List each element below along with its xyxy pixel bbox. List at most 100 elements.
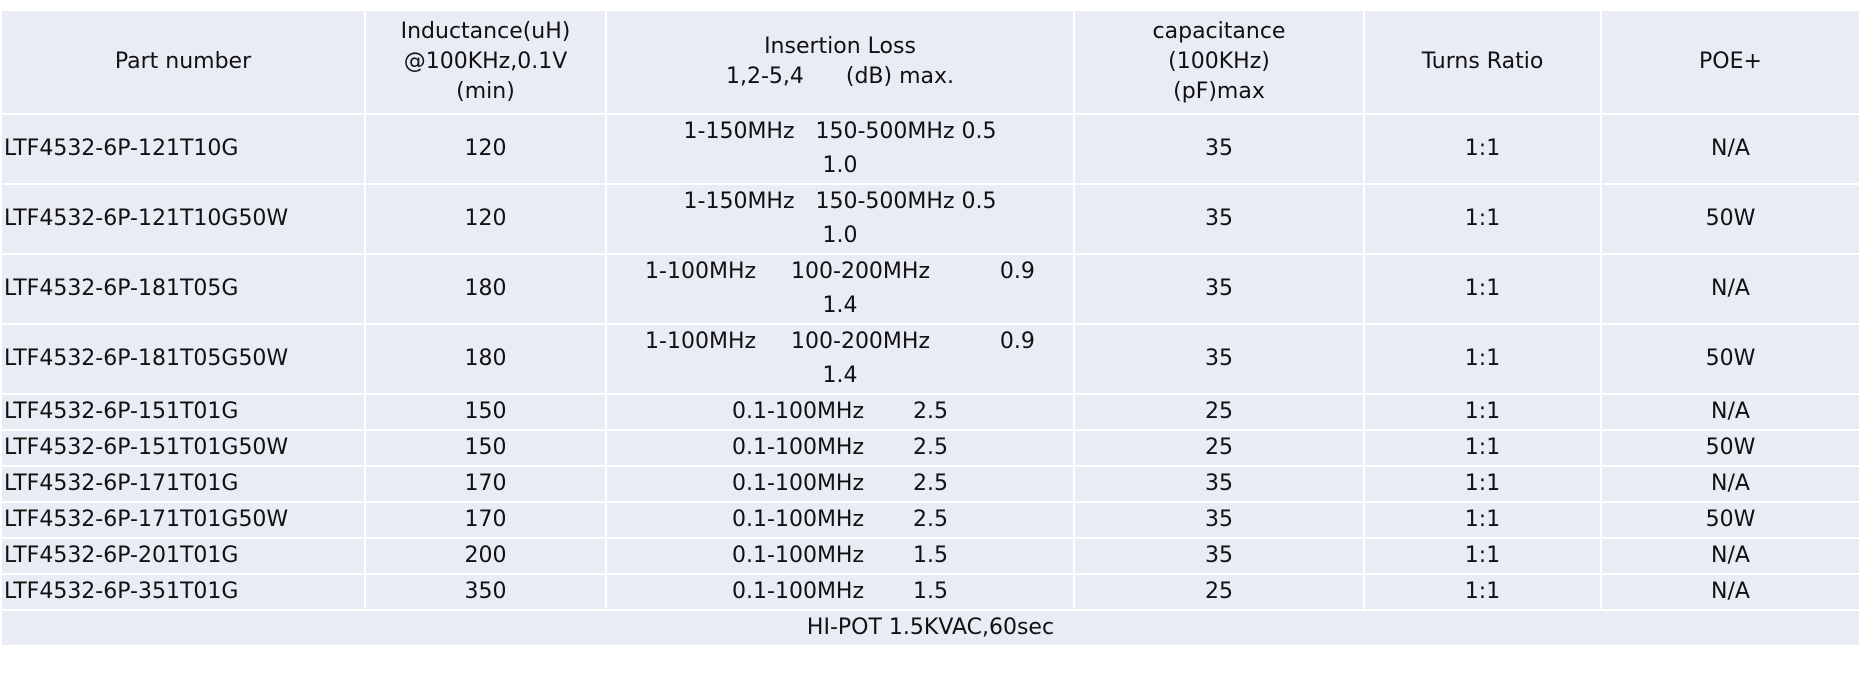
cell-line: 0.1-100MHz 2.5 — [732, 507, 948, 532]
cell-line: 1.4 — [822, 363, 858, 388]
cell-line: 1.4 — [822, 293, 858, 318]
cell-text: LTF4532-6P-351T01G — [4, 579, 239, 604]
cell-text: LTF4532-6P-181T05G — [4, 276, 239, 301]
data-cell: 35 — [1073, 465, 1365, 503]
data-cell: 0.1-100MHz 2.5 — [605, 465, 1075, 503]
data-cell: 180 — [364, 253, 607, 325]
cell-line: (min) — [456, 79, 515, 104]
cell-text: 150 — [464, 435, 507, 460]
table-row: LTF4532-6P-151T01G 150 0.1-100MHz 2.5 25 1:1… — [0, 393, 1861, 431]
cell-text: 1:1 — [1464, 471, 1501, 496]
data-cell: N/A — [1600, 465, 1861, 503]
cell-text: LTF4532-6P-121T10G — [4, 136, 239, 161]
data-cell: 0.1-100MHz 1.5 — [605, 573, 1075, 611]
cell-text: LTF4532-6P-201T01G — [4, 543, 239, 568]
table-row: LTF4532-6P-181T05G50W 180 1-100MHz 100-200… — [0, 323, 1861, 395]
table-row: LTF4532-6P-151T01G50W 150 0.1-100MHz 2.5 25… — [0, 429, 1861, 467]
data-cell: 200 — [364, 537, 607, 575]
cell-line: capacitance — [1152, 19, 1286, 44]
cell-text: 35 — [1205, 543, 1233, 568]
table-row: LTF4532-6P-121T10G50W 120 1-150MHz 150-500… — [0, 183, 1861, 255]
spec-table: Part number Inductance(uH) @100KHz,0.1V (mi… — [0, 9, 1861, 647]
cell-line: 1,2-5,4 (dB) max. — [725, 64, 954, 89]
part-number-cell: LTF4532-6P-201T01G — [0, 537, 366, 575]
part-number-cell: LTF4532-6P-181T05G50W — [0, 323, 366, 395]
data-cell: N/A — [1600, 113, 1861, 185]
cell-text: 1:1 — [1464, 346, 1501, 371]
header-cell: Part number — [0, 9, 366, 115]
cell-line: (100KHz) — [1168, 49, 1270, 74]
cell-text: 35 — [1205, 346, 1233, 371]
data-cell: 1-100MHz 100-200MHz 0.9 1.4 — [605, 323, 1075, 395]
cell-text: LTF4532-6P-171T01G50W — [4, 507, 289, 532]
cell-line: 1.0 — [822, 223, 858, 248]
cell-text: 150 — [464, 399, 507, 424]
cell-line: Insertion Loss — [764, 34, 916, 59]
table-row: LTF4532-6P-201T01G 200 0.1-100MHz 1.5 35 1:1… — [0, 537, 1861, 575]
cell-line: POE+ — [1699, 49, 1762, 74]
data-cell: 25 — [1073, 573, 1365, 611]
table-row: LTF4532-6P-121T10G 120 1-150MHz 150-500MHz… — [0, 113, 1861, 185]
cell-text: 1:1 — [1464, 136, 1501, 161]
cell-text: 25 — [1205, 435, 1233, 460]
data-cell: 0.1-100MHz 1.5 — [605, 537, 1075, 575]
part-number-cell: LTF4532-6P-121T10G50W — [0, 183, 366, 255]
cell-text: N/A — [1711, 136, 1750, 161]
footer-row: HI-POT 1.5KVAC,60sec — [0, 609, 1861, 647]
cell-line: Turns Ratio — [1421, 49, 1544, 74]
cell-text: 1:1 — [1464, 399, 1501, 424]
cell-line: 0.1-100MHz 2.5 — [732, 471, 948, 496]
data-cell: 120 — [364, 183, 607, 255]
cell-text: 1:1 — [1464, 435, 1501, 460]
data-cell: 180 — [364, 323, 607, 395]
cell-line: 1.0 — [822, 153, 858, 178]
data-cell: 50W — [1600, 501, 1861, 539]
header-cell: Inductance(uH) @100KHz,0.1V (min) — [364, 9, 607, 115]
cell-text: HI-POT 1.5KVAC,60sec — [806, 615, 1055, 640]
cell-text: N/A — [1711, 543, 1750, 568]
data-cell: 50W — [1600, 183, 1861, 255]
part-number-cell: LTF4532-6P-171T01G — [0, 465, 366, 503]
cell-text: 1:1 — [1464, 543, 1501, 568]
cell-text: 1:1 — [1464, 579, 1501, 604]
cell-text: 35 — [1205, 507, 1233, 532]
data-cell: 1:1 — [1363, 537, 1602, 575]
header-cell: Turns Ratio — [1363, 9, 1602, 115]
cell-line: Inductance(uH) — [400, 19, 571, 44]
data-cell: 35 — [1073, 537, 1365, 575]
data-cell: 1-150MHz 150-500MHz 0.5 1.0 — [605, 183, 1075, 255]
cell-text: 35 — [1205, 206, 1233, 231]
data-cell: 1-150MHz 150-500MHz 0.5 1.0 — [605, 113, 1075, 185]
data-cell: 50W — [1600, 323, 1861, 395]
cell-line: (pF)max — [1173, 79, 1265, 104]
data-cell: 1:1 — [1363, 393, 1602, 431]
header-row: Part number Inductance(uH) @100KHz,0.1V (mi… — [0, 9, 1861, 115]
cell-text: N/A — [1711, 276, 1750, 301]
cell-text: 1:1 — [1464, 276, 1501, 301]
data-cell: 35 — [1073, 183, 1365, 255]
part-number-cell: LTF4532-6P-121T10G — [0, 113, 366, 185]
part-number-cell: LTF4532-6P-351T01G — [0, 573, 366, 611]
cell-text: 1:1 — [1464, 206, 1501, 231]
header-cell: POE+ — [1600, 9, 1861, 115]
data-cell: 1:1 — [1363, 183, 1602, 255]
cell-line: 0.1-100MHz 2.5 — [732, 435, 948, 460]
cell-text: LTF4532-6P-171T01G — [4, 471, 239, 496]
part-number-cell: LTF4532-6P-151T01G — [0, 393, 366, 431]
data-cell: 0.1-100MHz 2.5 — [605, 501, 1075, 539]
cell-line: 1-150MHz 150-500MHz 0.5 — [683, 119, 997, 144]
cell-text: LTF4532-6P-121T10G50W — [4, 206, 289, 231]
table-row: LTF4532-6P-171T01G 170 0.1-100MHz 2.5 35 1:1… — [0, 465, 1861, 503]
data-cell: 0.1-100MHz 2.5 — [605, 393, 1075, 431]
data-cell: N/A — [1600, 253, 1861, 325]
cell-line: @100KHz,0.1V — [403, 49, 568, 74]
data-cell: 1:1 — [1363, 253, 1602, 325]
data-cell: 0.1-100MHz 2.5 — [605, 429, 1075, 467]
table-row: LTF4532-6P-351T01G 350 0.1-100MHz 1.5 25 1:1… — [0, 573, 1861, 611]
cell-text: 25 — [1205, 399, 1233, 424]
data-cell: 120 — [364, 113, 607, 185]
table-row: LTF4532-6P-181T05G 180 1-100MHz 100-200MHz… — [0, 253, 1861, 325]
data-cell: 35 — [1073, 323, 1365, 395]
cell-text: 200 — [464, 543, 507, 568]
cell-text: 50W — [1705, 507, 1756, 532]
